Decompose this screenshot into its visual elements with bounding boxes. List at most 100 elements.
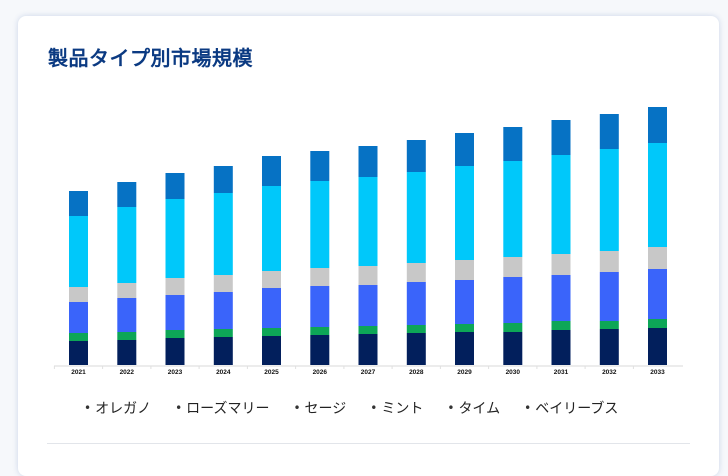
x-tick-label: 2030	[506, 369, 521, 376]
bar-segment-2028-3[interactable]	[406, 263, 426, 282]
bar-segment-2029-0[interactable]	[455, 332, 474, 365]
bar-segment-2024-4[interactable]	[213, 193, 233, 275]
bar-segment-2029-5[interactable]	[455, 133, 474, 166]
legend-item-oregano[interactable]: • オレガノ	[84, 398, 151, 418]
bar-segment-2022-4[interactable]	[117, 207, 137, 283]
x-axis-ticks	[53, 366, 634, 369]
bar-segment-2028-5[interactable]	[406, 140, 426, 172]
bar-segment-2024-5[interactable]	[213, 166, 233, 193]
x-axis-labels: 2021 2022 2023 2024 2025 2026 2027 2028 2029 2030…	[71, 369, 665, 376]
bar-segment-2028-4[interactable]	[406, 172, 426, 263]
bar-segment-2029-2[interactable]	[455, 280, 474, 324]
bar-segment-2023-5[interactable]	[165, 173, 185, 199]
bar-segment-2026-2[interactable]	[310, 286, 330, 327]
bar-segment-2030-5[interactable]	[503, 127, 523, 161]
bar-segment-2026-0[interactable]	[310, 335, 330, 365]
bar-segment-2022-3[interactable]	[117, 283, 137, 298]
bar-segment-2024-1[interactable]	[213, 329, 233, 337]
legend-item-thyme[interactable]: • タイム	[447, 398, 500, 418]
bar-segment-2029-3[interactable]	[455, 260, 474, 280]
bar-segment-2025-3[interactable]	[262, 271, 281, 288]
bar-segment-2028-0[interactable]	[406, 333, 426, 365]
bar-segment-2024-0[interactable]	[213, 337, 233, 365]
bar-segment-2029-4[interactable]	[455, 166, 474, 260]
bar-segment-2021-2[interactable]	[69, 302, 88, 333]
bar-segment-2033-0[interactable]	[648, 328, 667, 365]
bar-segment-2027-2[interactable]	[358, 285, 378, 326]
bar-segment-2032-4[interactable]	[599, 149, 619, 251]
bar-segment-2033-3[interactable]	[648, 247, 667, 269]
bar-segment-2027-0[interactable]	[358, 334, 378, 365]
bar-segment-2033-5[interactable]	[648, 107, 667, 143]
bar-segment-2022-5[interactable]	[117, 182, 137, 207]
legend-item-sage[interactable]: • セージ	[293, 398, 346, 418]
bar-segment-2026-5[interactable]	[310, 151, 330, 181]
bar-segment-2028-2[interactable]	[406, 282, 426, 325]
bar-segment-2030-4[interactable]	[503, 161, 523, 257]
bar-segment-2031-3[interactable]	[551, 254, 571, 275]
legend-label: ローズマリー	[186, 401, 270, 417]
bar-segment-2027-3[interactable]	[358, 266, 378, 285]
bar-segment-2022-0[interactable]	[117, 340, 137, 365]
bar-segment-2033-4[interactable]	[648, 143, 667, 247]
legend-item-mint[interactable]: • ミント	[370, 398, 423, 418]
bar-segment-2027-5[interactable]	[358, 146, 378, 177]
bar-segment-2021-0[interactable]	[69, 341, 88, 365]
bar-segment-2024-3[interactable]	[213, 275, 233, 292]
bar-segment-2022-1[interactable]	[117, 332, 137, 340]
x-tick-label: 2023	[168, 369, 183, 376]
divider	[47, 443, 690, 444]
bar-segment-2033-1[interactable]	[648, 319, 667, 328]
bar-segment-2023-0[interactable]	[165, 338, 185, 365]
x-tick-label: 2028	[409, 369, 424, 376]
bar-segment-2025-2[interactable]	[262, 288, 281, 328]
chart-legend: • オレガノ • ローズマリー • セージ • ミント • タイム • ベイリー…	[84, 398, 642, 418]
bar-segment-2023-3[interactable]	[165, 278, 185, 295]
bar-segment-2023-2[interactable]	[165, 295, 185, 330]
x-tick-label: 2027	[361, 369, 376, 376]
bar-segment-2033-2[interactable]	[648, 269, 667, 319]
x-tick-label: 2029	[457, 369, 472, 376]
bar-segment-2026-1[interactable]	[310, 327, 330, 335]
bar-segment-2024-2[interactable]	[213, 292, 233, 329]
bar-segment-2025-5[interactable]	[262, 156, 281, 186]
legend-label: オレガノ	[95, 401, 152, 417]
bar-segment-2030-3[interactable]	[503, 257, 523, 277]
bar-segment-2032-0[interactable]	[599, 329, 619, 365]
bar-segment-2026-3[interactable]	[310, 268, 330, 286]
bullet-icon: •	[84, 401, 92, 415]
bar-segment-2021-3[interactable]	[69, 287, 88, 302]
bar-segment-2028-1[interactable]	[406, 325, 426, 333]
bar-segment-2032-2[interactable]	[599, 272, 619, 321]
bar-segment-2022-2[interactable]	[117, 298, 137, 332]
bar-segment-2025-4[interactable]	[262, 186, 281, 271]
bar-segment-2030-2[interactable]	[503, 277, 523, 323]
chart-title: 製品タイプ別市場規模	[48, 46, 253, 70]
legend-item-bay-leaves[interactable]: • ベイリーブス	[524, 398, 618, 418]
bar-segment-2031-1[interactable]	[551, 321, 571, 330]
bar-segment-2030-1[interactable]	[503, 323, 523, 332]
bar-segment-2031-0[interactable]	[551, 330, 571, 365]
bar-segment-2032-3[interactable]	[599, 251, 619, 272]
bar-segment-2021-4[interactable]	[69, 216, 88, 287]
bar-segment-2023-1[interactable]	[165, 330, 185, 338]
bar-segment-2030-0[interactable]	[503, 332, 523, 365]
bar-segment-2025-0[interactable]	[262, 336, 281, 365]
bar-segment-2032-1[interactable]	[599, 321, 619, 329]
bar-segment-2031-2[interactable]	[551, 275, 571, 321]
bar-segment-2023-4[interactable]	[165, 199, 185, 278]
bar-segment-2025-1[interactable]	[262, 328, 281, 336]
bar-segment-2031-5[interactable]	[551, 120, 571, 155]
bar-segment-2032-5[interactable]	[599, 114, 619, 149]
bar-segment-2027-4[interactable]	[358, 177, 378, 266]
bar-segment-2026-4[interactable]	[310, 181, 330, 268]
bar-segment-2027-1[interactable]	[358, 326, 378, 334]
legend-item-rosemary[interactable]: • ローズマリー	[175, 398, 269, 418]
x-tick-label: 2022	[120, 369, 135, 376]
bar-segment-2021-5[interactable]	[69, 191, 88, 216]
x-tick-label: 2025	[264, 369, 279, 376]
bar-segment-2031-4[interactable]	[551, 155, 571, 254]
bar-segment-2021-1[interactable]	[69, 333, 88, 341]
bullet-icon: •	[447, 401, 455, 415]
bar-segment-2029-1[interactable]	[455, 324, 474, 332]
